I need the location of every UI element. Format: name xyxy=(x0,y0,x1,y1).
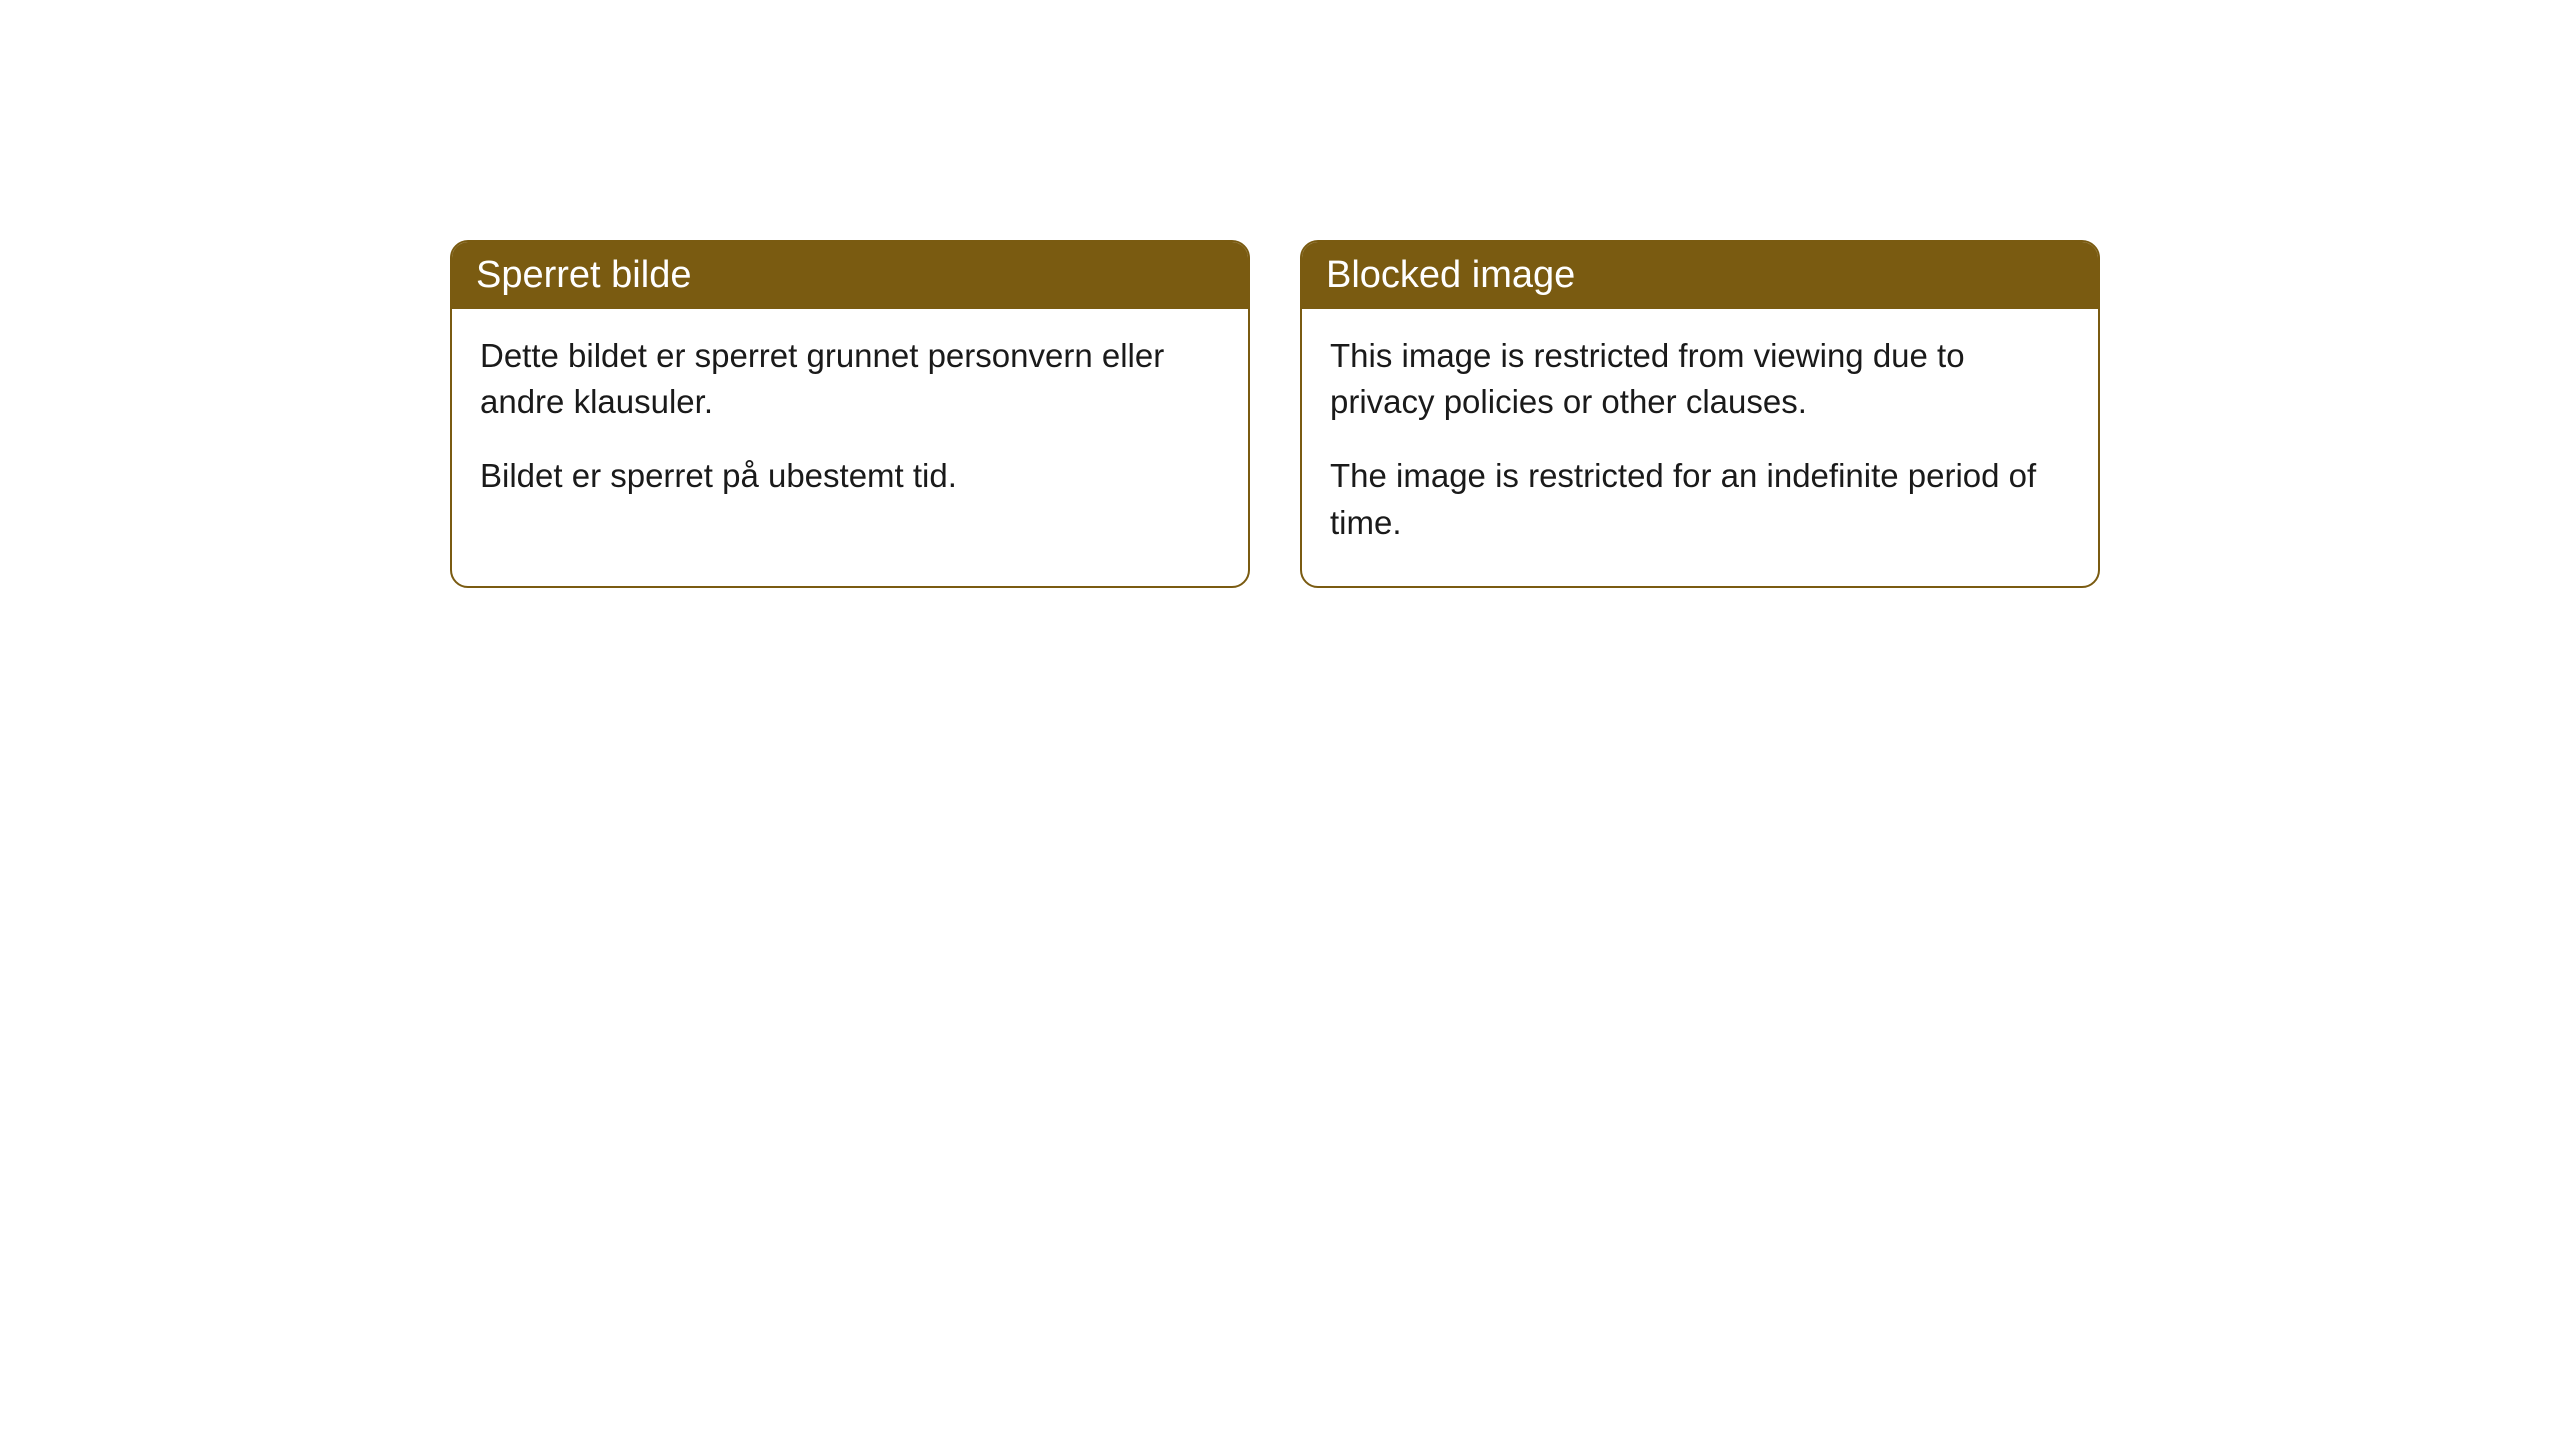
card-paragraph-1: Dette bildet er sperret grunnet personve… xyxy=(480,333,1220,425)
card-header-norwegian: Sperret bilde xyxy=(452,242,1248,309)
card-paragraph-2: The image is restricted for an indefinit… xyxy=(1330,453,2070,545)
blocked-image-card-english: Blocked image This image is restricted f… xyxy=(1300,240,2100,588)
card-body-english: This image is restricted from viewing du… xyxy=(1302,309,2098,586)
cards-container: Sperret bilde Dette bildet er sperret gr… xyxy=(0,0,2560,588)
card-body-norwegian: Dette bildet er sperret grunnet personve… xyxy=(452,309,1248,540)
card-paragraph-2: Bildet er sperret på ubestemt tid. xyxy=(480,453,1220,499)
blocked-image-card-norwegian: Sperret bilde Dette bildet er sperret gr… xyxy=(450,240,1250,588)
card-header-english: Blocked image xyxy=(1302,242,2098,309)
card-paragraph-1: This image is restricted from viewing du… xyxy=(1330,333,2070,425)
